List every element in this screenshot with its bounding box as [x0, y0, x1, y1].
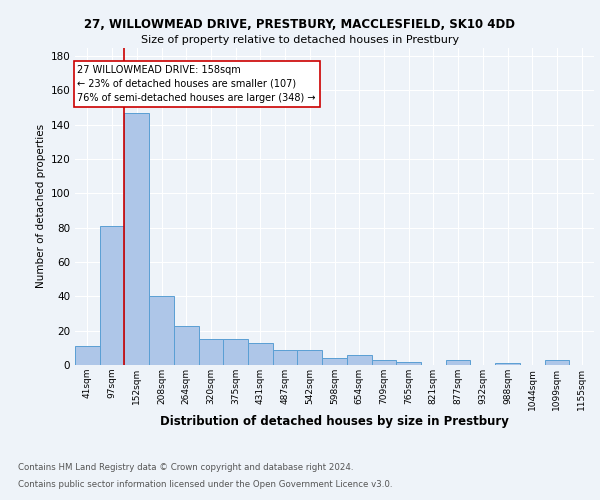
Text: Contains HM Land Registry data © Crown copyright and database right 2024.: Contains HM Land Registry data © Crown c… [18, 464, 353, 472]
Bar [495, 364, 520, 365]
Bar [100, 226, 124, 365]
Y-axis label: Number of detached properties: Number of detached properties [36, 124, 46, 288]
Bar [396, 362, 421, 365]
Bar [248, 342, 273, 365]
Bar [347, 354, 371, 365]
Bar [371, 360, 396, 365]
Bar [273, 350, 298, 365]
Bar [75, 346, 100, 365]
Bar [545, 360, 569, 365]
Bar [298, 350, 322, 365]
Text: Contains public sector information licensed under the Open Government Licence v3: Contains public sector information licen… [18, 480, 392, 489]
Bar [199, 340, 223, 365]
Text: 27, WILLOWMEAD DRIVE, PRESTBURY, MACCLESFIELD, SK10 4DD: 27, WILLOWMEAD DRIVE, PRESTBURY, MACCLES… [85, 18, 515, 30]
X-axis label: Distribution of detached houses by size in Prestbury: Distribution of detached houses by size … [160, 416, 509, 428]
Bar [149, 296, 174, 365]
Bar [446, 360, 470, 365]
Bar [223, 340, 248, 365]
Text: 27 WILLOWMEAD DRIVE: 158sqm
← 23% of detached houses are smaller (107)
76% of se: 27 WILLOWMEAD DRIVE: 158sqm ← 23% of det… [77, 64, 316, 102]
Bar [124, 112, 149, 365]
Text: Size of property relative to detached houses in Prestbury: Size of property relative to detached ho… [141, 35, 459, 45]
Bar [322, 358, 347, 365]
Bar [174, 326, 199, 365]
